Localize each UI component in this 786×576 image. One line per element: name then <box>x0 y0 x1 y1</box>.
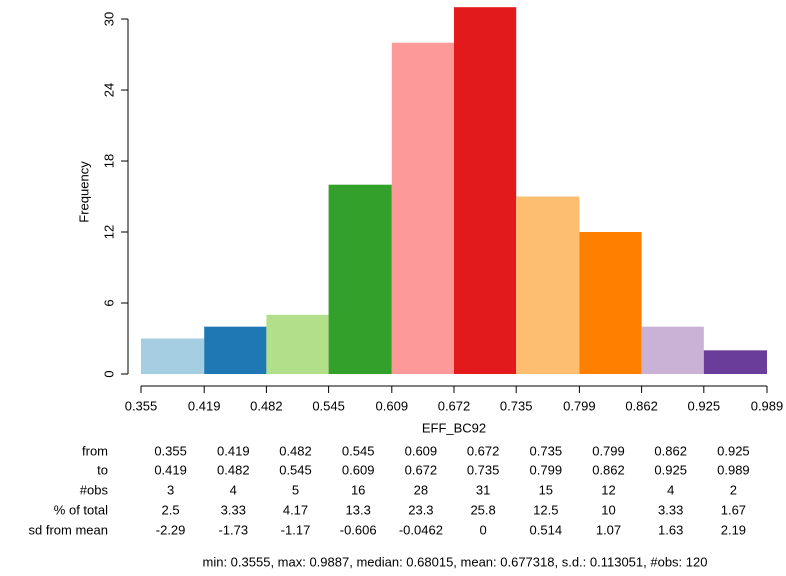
table-cell: 3.33 <box>221 502 246 517</box>
table-cell: 10 <box>601 502 615 517</box>
bar <box>141 338 205 374</box>
x-tick-label: 0.545 <box>312 398 345 413</box>
y-axis-label: Frequency <box>76 161 91 223</box>
table-cell: 4 <box>230 482 237 497</box>
x-tick-label: 0.925 <box>688 398 721 413</box>
table-cell: 0.672 <box>467 443 500 458</box>
y-tick-label: 12 <box>101 225 116 239</box>
table-cell: 0.925 <box>717 443 750 458</box>
row-label: sd from mean <box>29 522 108 537</box>
x-tick-label: 0.799 <box>563 398 596 413</box>
y-tick-label: 0 <box>101 370 116 377</box>
table-cell: 12 <box>601 482 615 497</box>
table-cell: 0.419 <box>154 462 187 477</box>
table-cell: 1.67 <box>721 502 746 517</box>
table-cell: 2.19 <box>721 522 746 537</box>
bar <box>204 326 267 374</box>
table-cell: 1.63 <box>658 522 683 537</box>
table-cell: 0.355 <box>154 443 187 458</box>
table-cell: 13.3 <box>346 502 371 517</box>
x-tick-label: 0.482 <box>250 398 283 413</box>
row-label: #obs <box>80 482 109 497</box>
x-tick-label: 0.735 <box>500 398 533 413</box>
row-label: % of total <box>54 502 108 517</box>
table-cell: 23.3 <box>408 502 433 517</box>
y-tick-label: 24 <box>101 83 116 97</box>
table-cell: -0.0462 <box>399 522 443 537</box>
table-cell: 0.672 <box>405 462 438 477</box>
table-cell: 0.482 <box>279 443 312 458</box>
table-cell: 28 <box>414 482 428 497</box>
bar <box>579 232 642 374</box>
table-cell: 0.925 <box>654 462 687 477</box>
table-cell: 0.989 <box>717 462 750 477</box>
table-cell: 2 <box>730 482 737 497</box>
table-cell: 4.17 <box>283 502 308 517</box>
table-cell: 16 <box>351 482 365 497</box>
x-tick-label: 0.609 <box>376 398 409 413</box>
x-tick-label: 0.355 <box>125 398 158 413</box>
x-tick-label: 0.862 <box>625 398 658 413</box>
table-cell: 31 <box>476 482 490 497</box>
bar <box>391 42 454 374</box>
x-tick-label: 0.672 <box>438 398 471 413</box>
table-cell: -2.29 <box>156 522 186 537</box>
table-cell: 12.5 <box>533 502 558 517</box>
table-cell: 25.8 <box>470 502 495 517</box>
table-cell: 0.799 <box>592 443 625 458</box>
row-label: to <box>97 462 108 477</box>
y-tick-label: 30 <box>101 12 116 26</box>
x-axis-label: EFF_BC92 <box>422 420 486 435</box>
x-tick-label: 0.419 <box>188 398 221 413</box>
table-cell: 1.07 <box>596 522 621 537</box>
table-cell: 0.735 <box>467 462 500 477</box>
table-cell: -1.17 <box>281 522 311 537</box>
y-tick-label: 6 <box>101 299 116 306</box>
table-cell: 3 <box>167 482 174 497</box>
summary: min: 0.3555, max: 0.9887, median: 0.6801… <box>203 554 708 569</box>
table-cell: 0.609 <box>405 443 438 458</box>
bar <box>454 7 517 374</box>
table-cell: 0.862 <box>654 443 687 458</box>
table-cell: 4 <box>667 482 674 497</box>
row-label: from <box>82 443 108 458</box>
table-cell: -1.73 <box>218 522 248 537</box>
table-cell: 0.419 <box>217 443 250 458</box>
bar <box>703 350 767 374</box>
table-cell: 5 <box>292 482 299 497</box>
table-cell: 0 <box>479 522 486 537</box>
table-cell: 0.799 <box>530 462 563 477</box>
table-cell: 0.735 <box>530 443 563 458</box>
bar <box>328 184 392 374</box>
table-cell: -0.606 <box>340 522 377 537</box>
table-cell: 0.545 <box>342 443 375 458</box>
table-cell: 0.545 <box>279 462 312 477</box>
table-cell: 0.862 <box>592 462 625 477</box>
table-cell: 0.482 <box>217 462 250 477</box>
table-cell: 3.33 <box>658 502 683 517</box>
bar <box>641 326 704 374</box>
bar <box>516 196 580 374</box>
bar <box>266 314 329 374</box>
table-cell: 0.609 <box>342 462 375 477</box>
table-cell: 0.514 <box>530 522 563 537</box>
table-cell: 2.5 <box>162 502 180 517</box>
table-cell: 15 <box>539 482 553 497</box>
y-tick-label: 18 <box>101 154 116 168</box>
x-tick-label: 0.989 <box>751 398 784 413</box>
